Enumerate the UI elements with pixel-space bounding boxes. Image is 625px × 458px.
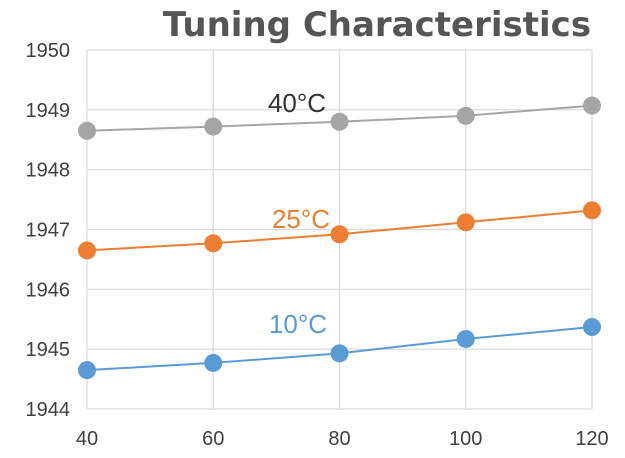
data-point [330, 344, 349, 363]
x-axis-ticks: 40 60 80 100 120 [76, 428, 609, 450]
data-point [583, 318, 601, 337]
x-tick-label: 80 [328, 428, 350, 450]
x-tick-label: 60 [202, 428, 224, 450]
data-point [456, 213, 475, 232]
data-point [330, 112, 349, 131]
data-point [583, 96, 601, 115]
data-point [456, 106, 475, 125]
y-tick-label: 1949 [26, 100, 71, 122]
data-point [78, 241, 96, 260]
data-point [456, 329, 475, 348]
series-1: 25°C [78, 201, 601, 260]
data-point [78, 361, 96, 380]
series-label: 40°C [268, 88, 326, 118]
x-tick-label: 100 [449, 428, 482, 450]
series-label: 25°C [272, 204, 330, 234]
y-tick-label: 1950 [26, 40, 71, 62]
data-point [78, 121, 96, 140]
y-tick-label: 1944 [26, 399, 71, 421]
x-tick-label: 40 [76, 428, 98, 450]
y-tick-label: 1948 [26, 160, 71, 182]
series-layer: 40°C 25°C 10°C [78, 88, 601, 380]
data-point [204, 353, 223, 372]
series-2: 10°C [78, 309, 601, 380]
data-point [204, 117, 223, 136]
chart-title: Tuning Characteristics [163, 5, 591, 45]
series-label: 10°C [269, 309, 327, 339]
y-axis-ticks: 1944 1945 1946 1947 1948 1949 1950 [26, 40, 71, 421]
series-0: 40°C [78, 88, 601, 140]
y-tick-label: 1946 [26, 279, 71, 301]
data-point [204, 234, 223, 253]
x-tick-label: 120 [575, 428, 608, 450]
data-point [330, 225, 349, 244]
y-tick-label: 1947 [26, 220, 71, 242]
data-point [583, 201, 601, 220]
y-tick-label: 1945 [26, 339, 71, 361]
